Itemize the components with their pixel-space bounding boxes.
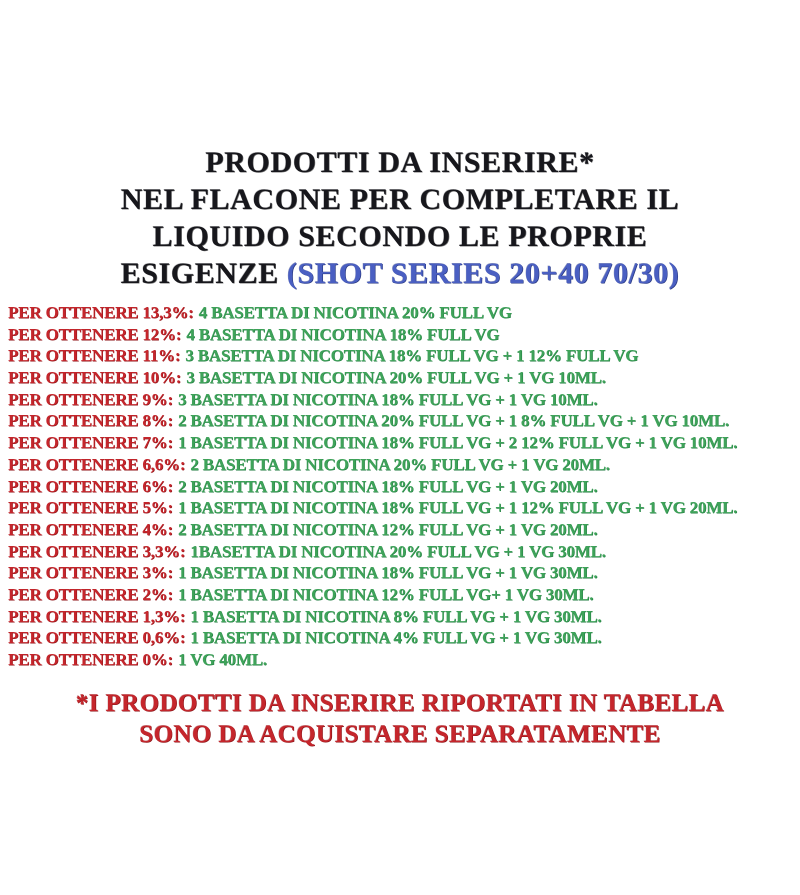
recipe-value: 1BASETTA DI NICOTINA 20% FULL VG + 1 VG … xyxy=(190,541,606,561)
recipe-label: PER OTTENERE 3%: xyxy=(8,563,173,583)
recipe-label: PER OTTENERE 0,6%: xyxy=(8,628,186,648)
title-line-1: PRODOTTI DA INSERIRE* xyxy=(205,146,595,179)
recipe-value: 1 BASETTA DI NICOTINA 18% FULL VG + 1 12… xyxy=(177,498,738,518)
recipe-label: PER OTTENERE 6%: xyxy=(8,476,173,496)
recipe-value: 1 BASETTA DI NICOTINA 8% FULL VG + 1 VG … xyxy=(190,606,602,626)
recipe-label: PER OTTENERE 2%: xyxy=(8,584,173,604)
recipe-value: 3 BASETTA DI NICOTINA 20% FULL VG + 1 VG… xyxy=(186,368,606,388)
recipe-label: PER OTTENERE 13,3%: xyxy=(8,303,194,322)
recipe-row: PER OTTENERE 5%: 1 BASETTA DI NICOTINA 18… xyxy=(8,497,800,519)
recipe-label: PER OTTENERE 8%: xyxy=(8,411,173,431)
footnote: *I PRODOTTI DA INSERIRE RIPORTATI IN TAB… xyxy=(0,688,800,750)
recipe-value: 2 BASETTA DI NICOTINA 20% FULL VG + 1 8%… xyxy=(177,411,729,431)
recipe-row: PER OTTENERE 0%: 1 VG 40ML. xyxy=(8,649,800,671)
title-line-3: LIQUIDO SECONDO LE PROPRIE xyxy=(152,220,648,253)
title-line-2: NEL FLACONE PER COMPLETARE IL xyxy=(120,183,680,216)
recipe-row: PER OTTENERE 3%: 1 BASETTA DI NICOTINA 18… xyxy=(8,562,800,584)
recipe-value: 2 BASETTA DI NICOTINA 18% FULL VG + 1 VG… xyxy=(177,476,598,496)
recipe-row: PER OTTENERE 8%: 2 BASETTA DI NICOTINA 20… xyxy=(8,410,800,432)
recipe-label: PER OTTENERE 3,3%: xyxy=(8,541,186,561)
recipe-row: PER OTTENERE 4%: 2 BASETTA DI NICOTINA 12… xyxy=(8,519,800,541)
recipe-row: PER OTTENERE 13,3%: 4 BASETTA DI NICOTINA… xyxy=(8,302,800,324)
recipe-value: 4 BASETTA DI NICOTINA 20% FULL VG xyxy=(198,303,512,322)
footnote-line-2: SONO DA ACQUISTARE SEPARATAMENTE xyxy=(139,721,661,748)
recipe-row: PER OTTENERE 6,6%: 2 BASETTA DI NICOTINA … xyxy=(8,454,800,476)
recipe-row: PER OTTENERE 11%: 3 BASETTA DI NICOTINA 1… xyxy=(8,345,800,367)
recipe-value: 1 BASETTA DI NICOTINA 12% FULL VG+ 1 VG … xyxy=(177,584,594,604)
recipe-label: PER OTTENERE 12%: xyxy=(8,324,182,344)
recipe-value: 1 VG 40ML. xyxy=(177,650,267,669)
recipe-value: 1 BASETTA DI NICOTINA 18% FULL VG + 1 VG… xyxy=(177,563,598,583)
title-shot-series: (SHOT SERIES 20+40 70/30) xyxy=(286,257,680,290)
recipe-row: PER OTTENERE 10%: 3 BASETTA DI NICOTINA 2… xyxy=(8,367,800,389)
recipe-row: PER OTTENERE 3,3%: 1BASETTA DI NICOTINA 2… xyxy=(8,541,800,563)
recipe-value: 3 BASETTA DI NICOTINA 18% FULL VG + 1 12… xyxy=(185,346,639,366)
recipe-row: PER OTTENERE 2%: 1 BASETTA DI NICOTINA 12… xyxy=(8,584,800,606)
recipe-value: 2 BASETTA DI NICOTINA 12% FULL VG + 1 VG… xyxy=(177,519,598,539)
recipe-label: PER OTTENERE 10%: xyxy=(8,368,182,388)
recipe-label: PER OTTENERE 9%: xyxy=(8,389,173,409)
footnote-line-1: *I PRODOTTI DA INSERIRE RIPORTATI IN TAB… xyxy=(75,690,725,717)
recipe-value: 1 BASETTA DI NICOTINA 4% FULL VG + 1 VG … xyxy=(190,628,602,648)
recipe-label: PER OTTENERE 0%: xyxy=(8,650,173,669)
recipe-row: PER OTTENERE 9%: 3 BASETTA DI NICOTINA 18… xyxy=(8,389,800,411)
recipe-row: PER OTTENERE 0,6%: 1 BASETTA DI NICOTINA … xyxy=(8,627,800,649)
recipe-label: PER OTTENERE 1,3%: xyxy=(8,606,186,626)
recipe-label: PER OTTENERE 6,6%: xyxy=(8,454,186,474)
recipe-row: PER OTTENERE 1,3%: 1 BASETTA DI NICOTINA … xyxy=(8,606,800,628)
recipe-row: PER OTTENERE 12%: 4 BASETTA DI NICOTINA 1… xyxy=(8,324,800,346)
recipe-list: PER OTTENERE 13,3%: 4 BASETTA DI NICOTINA… xyxy=(8,302,800,671)
title-esigenze: ESIGENZE xyxy=(120,257,287,290)
recipe-row: PER OTTENERE 7%: 1 BASETTA DI NICOTINA 18… xyxy=(8,432,800,454)
recipe-label: PER OTTENERE 11%: xyxy=(8,346,181,366)
title-line-4: ESIGENZE (SHOT SERIES 20+40 70/30) xyxy=(0,255,800,292)
recipe-label: PER OTTENERE 7%: xyxy=(8,433,173,453)
recipe-label: PER OTTENERE 4%: xyxy=(8,519,173,539)
recipe-row: PER OTTENERE 6%: 2 BASETTA DI NICOTINA 18… xyxy=(8,476,800,498)
page-title: PRODOTTI DA INSERIRE* NEL FLACONE PER CO… xyxy=(0,144,800,292)
recipe-value: 2 BASETTA DI NICOTINA 20% FULL VG + 1 VG… xyxy=(190,454,610,474)
recipe-label: PER OTTENERE 5%: xyxy=(8,498,173,518)
recipe-value: 4 BASETTA DI NICOTINA 18% FULL VG xyxy=(186,324,500,344)
recipe-value: 1 BASETTA DI NICOTINA 18% FULL VG + 2 12… xyxy=(177,433,738,453)
recipe-value: 3 BASETTA DI NICOTINA 18% FULL VG + 1 VG… xyxy=(177,389,598,409)
